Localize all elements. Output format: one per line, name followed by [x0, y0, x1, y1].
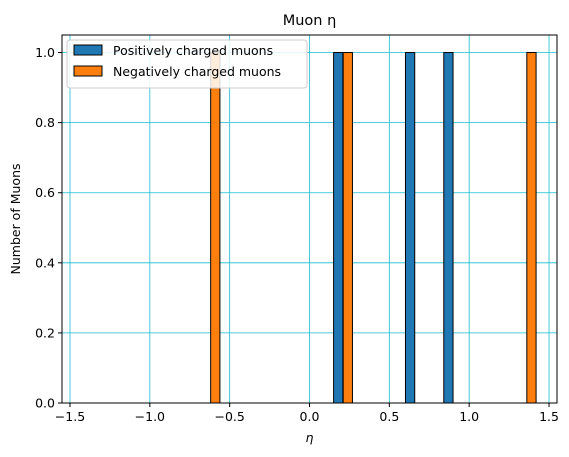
negative-muon-bar-1	[342, 52, 353, 404]
y-axis-ticks: 0.0 0.2 0.4 0.6 0.8 1.0	[35, 45, 62, 411]
y-tick-label-3: 0.6	[35, 185, 55, 200]
x-tick-label-5: 1.0	[459, 409, 479, 424]
y-axis-title: Number of Muons	[8, 164, 23, 275]
x-tick-label-1: −1.0	[135, 409, 165, 424]
legend-box	[66, 39, 308, 89]
x-tick-label-2: −0.5	[214, 409, 244, 424]
chart-title: Muon η	[283, 13, 337, 29]
negative-muon-bar-2	[526, 52, 537, 404]
x-tick-label-6: 1.5	[539, 409, 559, 424]
positive-muon-bar-0	[333, 52, 344, 404]
positive-muon-bar-1	[404, 52, 416, 404]
y-tick-label-0: 0.0	[35, 396, 55, 411]
x-tick-label-4: 0.5	[379, 409, 399, 424]
y-tick-label-4: 0.8	[35, 115, 55, 130]
x-axis-ticks: −1.5 −1.0 −0.5 0.0 0.5 1.0 1.5	[55, 403, 559, 424]
positive-muon-bar-2	[443, 52, 454, 404]
legend-swatch-negative	[73, 65, 103, 77]
y-tick-label-2: 0.4	[35, 255, 55, 270]
x-tick-label-3: 0.0	[300, 409, 320, 424]
y-tick-label-1: 0.2	[35, 325, 55, 340]
legend-label-positive: Positively charged muons	[113, 43, 273, 58]
legend-swatch-positive	[73, 44, 103, 56]
y-tick-label-5: 1.0	[35, 45, 55, 60]
x-tick-label-0: −1.5	[55, 409, 85, 424]
legend: Positively charged muons Negatively char…	[66, 39, 308, 89]
x-axis-title: η	[306, 430, 314, 445]
negative-muon-bar-0	[210, 52, 221, 404]
legend-label-negative: Negatively charged muons	[113, 64, 281, 79]
